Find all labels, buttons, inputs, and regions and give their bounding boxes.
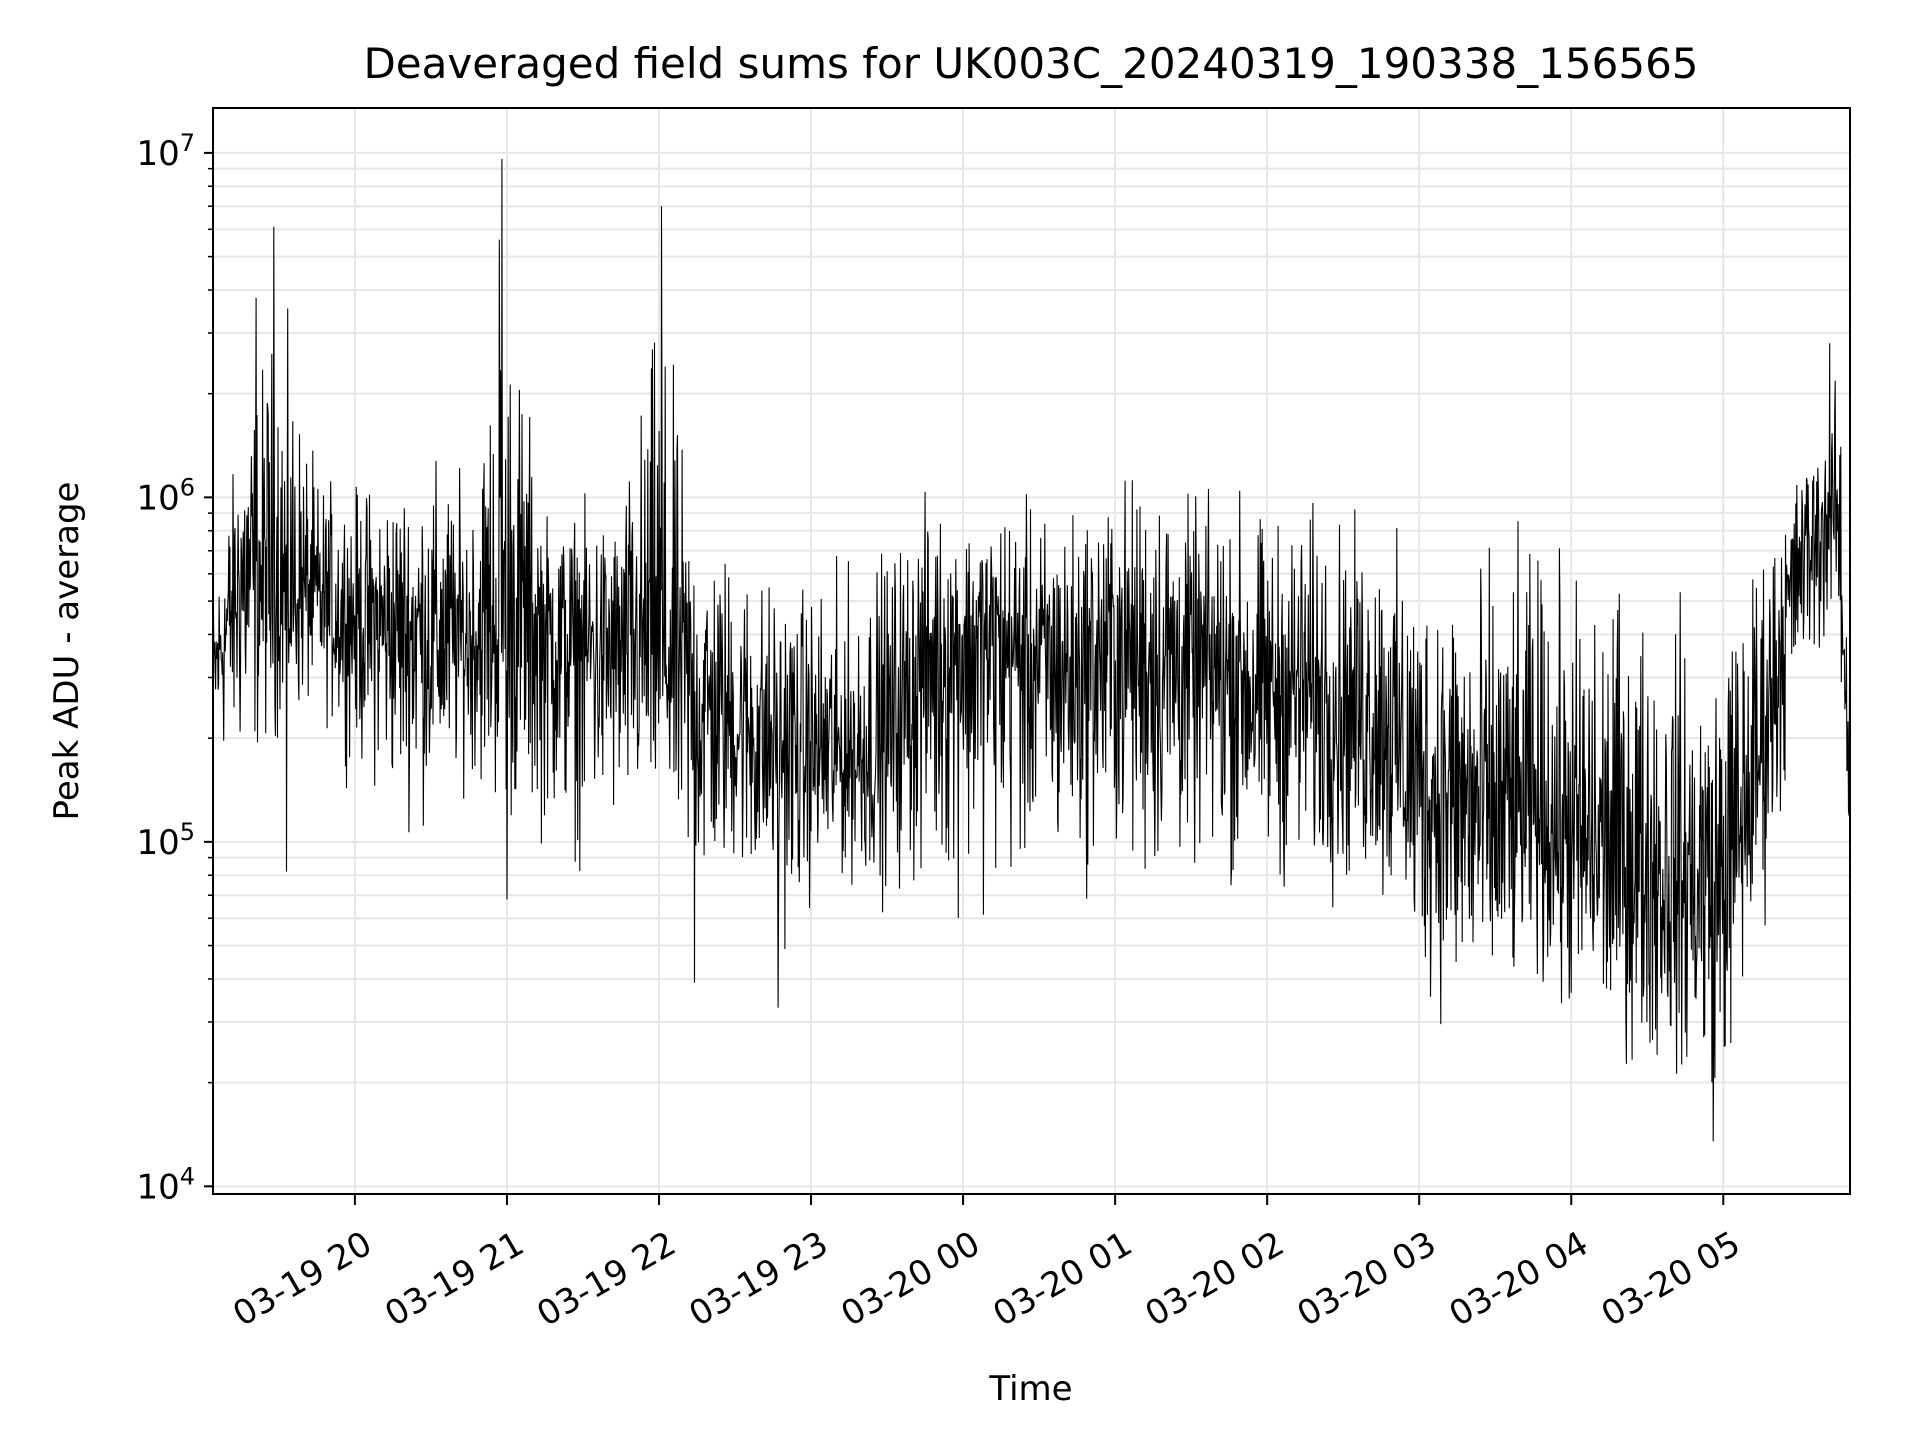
series-line <box>212 158 1851 1142</box>
series-group <box>212 158 1851 1142</box>
plot-frame <box>212 107 1851 1195</box>
y-tick-label-base: 10 <box>136 1167 179 1207</box>
y-tick-label-exponent: 4 <box>180 1162 195 1190</box>
y-axis-label: Peak ADU - average <box>47 482 87 821</box>
chart-title: Deaveraged field sums for UK003C_2024031… <box>363 39 1698 88</box>
y-tick-label-exponent: 6 <box>180 473 195 501</box>
y-tick-label-exponent: 7 <box>180 129 195 157</box>
y-tick-label-base: 10 <box>136 823 179 863</box>
y-tick-label: 105 <box>136 818 195 863</box>
x-axis-label: Time <box>988 1369 1072 1409</box>
y-tick-label: 107 <box>136 129 195 174</box>
y-tick-label-base: 10 <box>136 478 179 518</box>
y-tick-label: 104 <box>136 1162 195 1207</box>
y-tick-label: 106 <box>136 473 195 518</box>
y-tick-label-exponent: 5 <box>180 818 195 846</box>
y-tick-label-base: 10 <box>136 134 179 174</box>
